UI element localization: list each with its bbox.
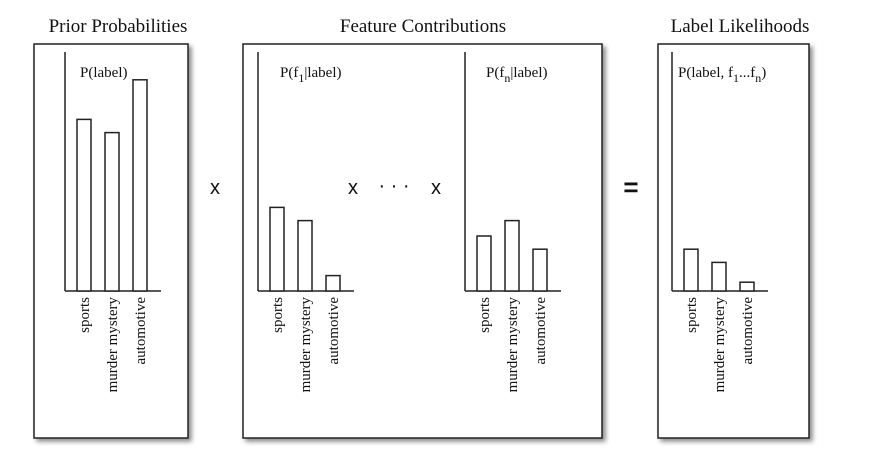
bar-murder-mystery	[711, 261, 727, 292]
category-label-automotive: automotive	[533, 297, 549, 365]
bar-automotive	[532, 248, 548, 292]
bar-murder-mystery	[297, 219, 313, 292]
panel-frame-likelihoods	[657, 43, 810, 439]
panel-frame-features	[242, 43, 603, 439]
category-label-sports: sports	[684, 297, 700, 333]
panel-title-likelihoods: Label Likelihoods	[671, 16, 810, 37]
category-label-automotive: automotive	[326, 297, 342, 365]
chart-label-feature-n: P(fn|label)	[486, 65, 548, 85]
panel-prior-probabilities: Prior Probabilities P(label) sports murde…	[33, 16, 189, 439]
bar-sports	[476, 235, 492, 292]
chart-feature-n: P(fn|label) sports murder mystery automoti…	[464, 52, 561, 393]
category-label-automotive: automotive	[740, 297, 756, 365]
multiply-operator-1: x	[210, 177, 220, 199]
chart-feature-1: P(f1|label) sports murder mystery automoti…	[257, 52, 354, 393]
category-label-sports: sports	[270, 297, 286, 333]
ellipsis: · · ·	[378, 175, 409, 197]
bar-sports	[269, 206, 285, 292]
category-label-murder-mystery: murder mystery	[505, 297, 521, 393]
chart-prior: P(label) sports murder mystery automotive	[64, 52, 161, 393]
category-label-sports: sports	[477, 297, 493, 333]
panel-title-prior: Prior Probabilities	[49, 16, 188, 37]
panel-label-likelihoods: Label Likelihoods P(label, f1...fn) spor…	[657, 16, 810, 439]
bar-sports	[76, 118, 92, 292]
category-label-murder-mystery: murder mystery	[298, 297, 314, 393]
category-label-murder-mystery: murder mystery	[712, 297, 728, 393]
bar-murder-mystery	[504, 219, 520, 292]
bar-automotive	[325, 274, 341, 292]
chart-label-feature-1: P(f1|label)	[280, 65, 342, 85]
chart-likelihood: P(label, f1...fn) sports murder mystery au…	[671, 52, 768, 393]
chart-label-prior: P(label)	[80, 65, 127, 81]
equals-operator: =	[623, 172, 638, 202]
multiply-operator-3: x	[431, 177, 441, 199]
panel-feature-contributions: Feature Contributions P(f1|label) sports…	[242, 16, 603, 439]
bar-sports	[683, 248, 699, 292]
bar-automotive	[739, 281, 755, 292]
category-label-murder-mystery: murder mystery	[105, 297, 121, 393]
chart-label-likelihood: P(label, f1...fn)	[678, 65, 766, 85]
bar-automotive	[132, 79, 148, 292]
category-label-automotive: automotive	[133, 297, 149, 365]
bar-murder-mystery	[104, 131, 120, 292]
panel-title-features: Feature Contributions	[340, 16, 506, 37]
multiply-operator-2: x	[348, 177, 358, 199]
category-label-sports: sports	[77, 297, 93, 333]
